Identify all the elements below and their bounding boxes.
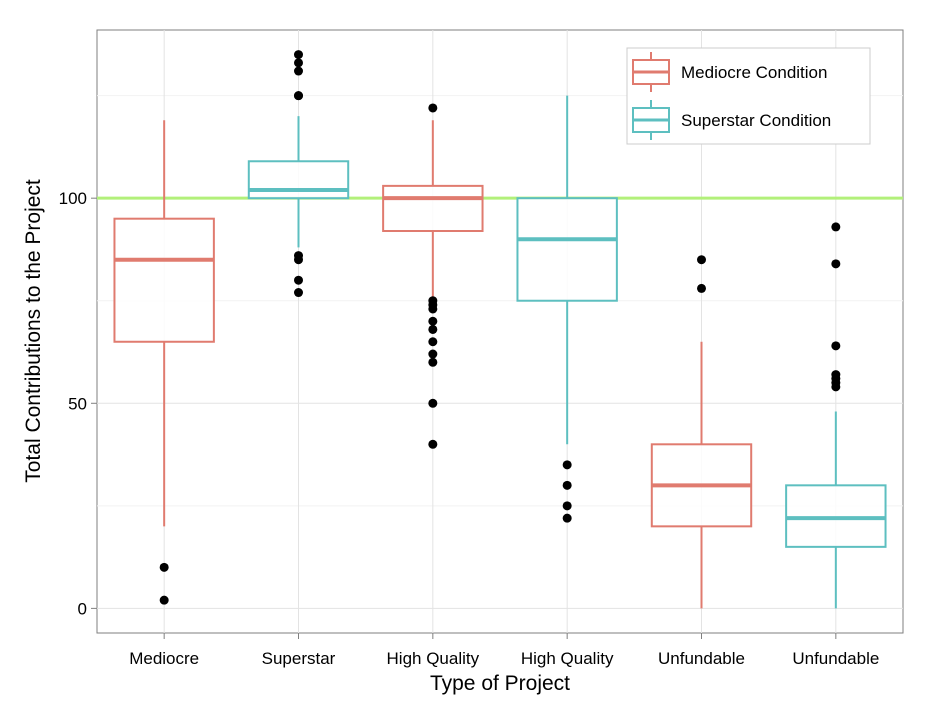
outlier-point <box>428 398 438 408</box>
x-axis: Mediocre Superstar High Quality High Qualit… <box>129 633 879 668</box>
outlier-point <box>159 562 169 572</box>
x-tick-label: High Quality <box>521 649 614 668</box>
box-6 <box>785 222 887 609</box>
x-tick-label: Unfundable <box>658 649 745 668</box>
legend: Mediocre Condition Superstar Condition <box>626 47 871 145</box>
outlier-point <box>428 349 438 359</box>
y-axis: 0 50 100 <box>59 189 97 618</box>
legend-label: Mediocre Condition <box>681 63 827 82</box>
box-2 <box>247 50 350 298</box>
y-tick-label: 0 <box>78 599 87 618</box>
outlier-point <box>562 513 572 523</box>
outlier-point <box>831 370 841 380</box>
outlier-point <box>428 439 438 449</box>
outlier-point <box>294 58 303 68</box>
outlier-point <box>697 255 706 265</box>
outlier-point <box>294 50 303 60</box>
box-3 <box>382 103 484 449</box>
outlier-point <box>159 595 169 605</box>
outlier-point <box>294 91 303 101</box>
outlier-point <box>428 316 438 326</box>
x-tick-label: High Quality <box>387 649 480 668</box>
outlier-point <box>428 324 438 334</box>
outlier-point <box>697 283 706 293</box>
outlier-point <box>294 288 303 298</box>
y-tick-label: 50 <box>68 394 87 413</box>
x-axis-title: Type of Project <box>430 672 570 695</box>
outlier-point <box>294 66 303 76</box>
outlier-point <box>562 480 572 490</box>
box-iqr <box>247 160 350 200</box>
box-iqr <box>382 184 484 232</box>
outlier-point <box>831 222 841 232</box>
outlier-point <box>428 337 438 347</box>
box-5 <box>650 255 753 609</box>
outlier-point <box>428 357 438 367</box>
legend-label: Superstar Condition <box>681 111 831 130</box>
outlier-point <box>428 296 438 306</box>
x-tick-label: Unfundable <box>792 649 879 668</box>
box-4 <box>516 95 618 523</box>
outlier-point <box>428 103 438 113</box>
x-tick-label: Mediocre <box>129 649 199 668</box>
outlier-point <box>562 460 572 470</box>
y-tick-label: 100 <box>59 189 87 208</box>
x-tick-label: Superstar <box>262 649 336 668</box>
outlier-point <box>831 341 841 351</box>
outlier-point <box>562 501 572 511</box>
outlier-point <box>831 259 841 269</box>
outlier-point <box>294 275 303 285</box>
y-axis-title: Total Contributions to the Project <box>22 179 45 483</box>
box-iqr <box>113 217 215 343</box>
outlier-point <box>294 251 303 261</box>
box-iqr <box>785 484 887 548</box>
boxes-group <box>113 50 887 609</box>
box-1 <box>113 120 215 605</box>
box-iqr <box>516 197 618 302</box>
